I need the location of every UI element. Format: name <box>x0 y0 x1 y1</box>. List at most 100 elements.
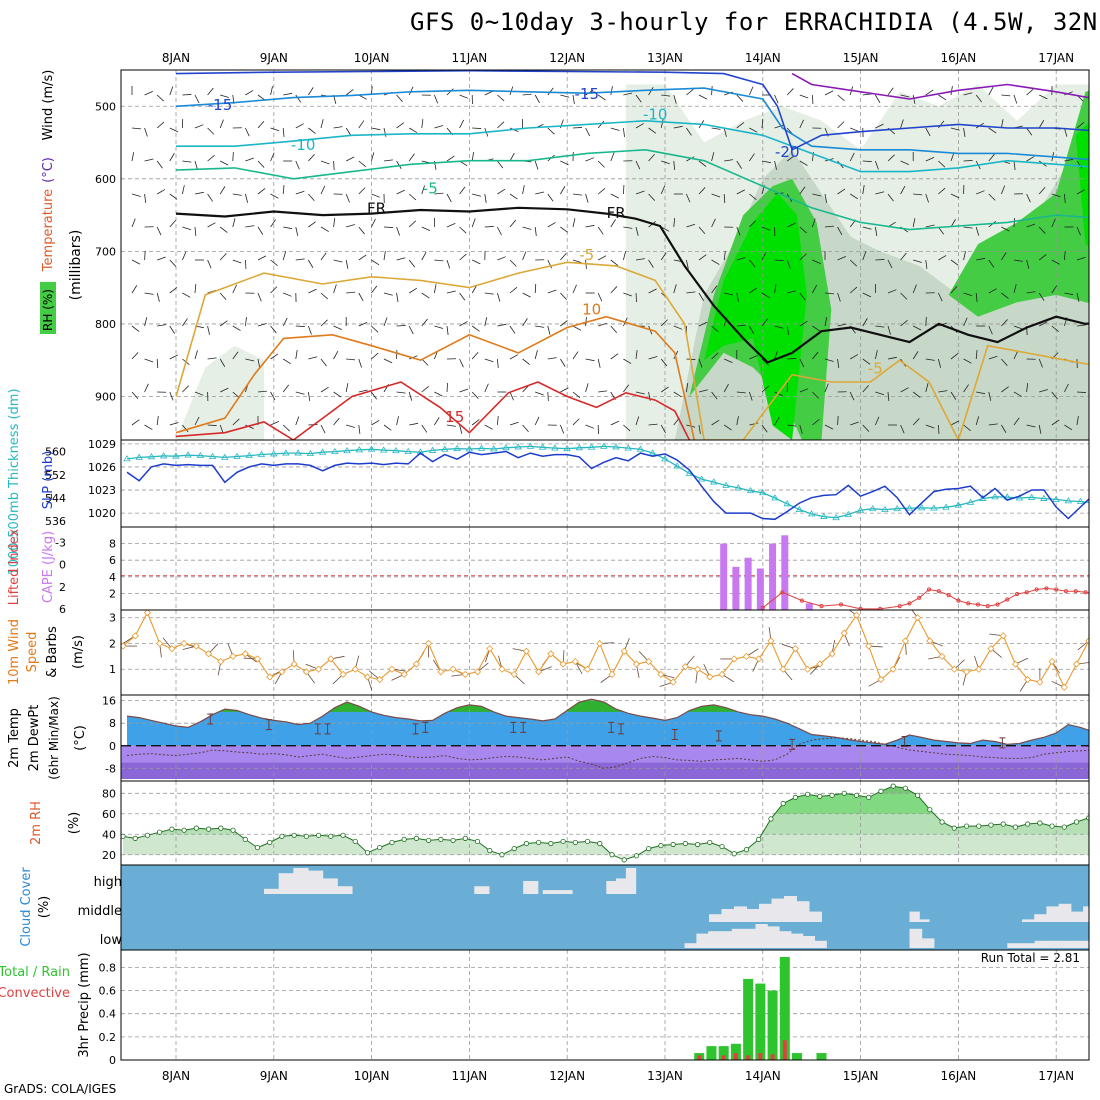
wind-barb <box>736 391 746 394</box>
rh-marker <box>1025 821 1031 827</box>
wind-barb <box>648 259 654 268</box>
rh-panel <box>121 781 1089 865</box>
wind-barb <box>837 94 845 102</box>
wind-barb <box>446 155 455 162</box>
wind-barb <box>1026 156 1035 162</box>
thickness-marker <box>893 504 901 512</box>
wind-speed-marker <box>266 673 274 681</box>
wind-barb <box>295 190 305 195</box>
lifted-marker <box>819 604 824 609</box>
thickness-marker <box>563 444 571 452</box>
wind-barb <box>270 219 276 228</box>
wind-barb <box>963 424 971 432</box>
wind-speed-marker <box>156 639 164 648</box>
wind-barb <box>597 187 606 195</box>
wind-barb <box>685 259 689 269</box>
lifted-index-label: Lifted Index <box>7 528 22 605</box>
wind-barb <box>887 154 895 162</box>
precip-total-bar <box>743 978 754 1060</box>
wind-barb <box>169 127 179 133</box>
wind-barb <box>887 325 891 335</box>
wind-barb <box>648 153 655 162</box>
precip-total-bar <box>779 956 790 1060</box>
x-tick-bottom: 14JAN <box>745 1069 781 1083</box>
thickness-marker <box>416 448 425 455</box>
wind-barb <box>295 226 299 236</box>
wind-barb <box>1063 193 1066 203</box>
thickness-marker <box>722 481 730 488</box>
wind-barb <box>194 124 204 129</box>
wind-barb <box>1026 223 1036 228</box>
wind-speed-marker <box>400 670 408 678</box>
wind-speed-marker <box>388 665 396 673</box>
x-tick-bottom: 9JAN <box>260 1069 288 1083</box>
thickness-tick: 544 <box>45 492 66 505</box>
wind-barb <box>749 325 755 335</box>
wind-barb <box>295 123 304 129</box>
wind-barb <box>799 226 807 234</box>
wind-barb <box>320 160 330 165</box>
wind-barb <box>471 419 480 426</box>
wind-barb <box>522 358 530 365</box>
wind-barb <box>459 321 468 327</box>
rh-legend-swatch <box>40 282 56 334</box>
cloud-block <box>264 888 280 894</box>
wind-barb <box>1039 389 1048 393</box>
rh-marker <box>988 822 994 828</box>
wind-barb <box>736 226 741 236</box>
rh-marker <box>193 825 199 831</box>
wind-barb <box>156 121 165 129</box>
cloud-block <box>1090 886 1100 894</box>
wind-barb <box>131 218 136 228</box>
wind-barb <box>799 424 803 434</box>
wind-barb <box>547 391 549 402</box>
wind-barb <box>975 416 980 426</box>
wind-barb <box>837 188 846 195</box>
wind-barb <box>749 259 756 268</box>
wind-barb <box>787 290 797 294</box>
wind-barb <box>597 292 603 302</box>
wind-barb <box>988 86 994 96</box>
cape-panel <box>121 527 1089 610</box>
wind-barb <box>308 193 315 202</box>
wind-barb <box>673 284 677 294</box>
precip-tick: 0.2 <box>99 1031 117 1044</box>
wind-barb <box>1076 226 1081 236</box>
lifted-marker <box>995 602 1000 607</box>
wind-barb <box>1076 391 1086 393</box>
wind-barb <box>1001 185 1006 195</box>
wind-barb <box>144 158 154 162</box>
wind-barb <box>938 187 946 195</box>
wind-barb <box>245 127 250 137</box>
wind-barb <box>1001 319 1008 327</box>
wind-barb <box>535 391 544 396</box>
wind-barb <box>560 424 565 434</box>
x-tick-top: 14JAN <box>745 51 781 65</box>
wind-barb <box>1001 292 1009 299</box>
wind-barb <box>509 325 516 334</box>
wind-barb <box>673 125 683 129</box>
wind-barb <box>459 292 466 301</box>
wind-barb <box>283 92 293 96</box>
rh-marker <box>438 836 444 842</box>
lifted-marker <box>1073 589 1078 594</box>
wind-barb <box>938 255 947 261</box>
wind-barb <box>446 424 456 427</box>
wind-barb <box>345 89 354 96</box>
wind-barb <box>1013 284 1017 294</box>
wind-barb <box>497 323 507 327</box>
wind-barb <box>282 317 288 327</box>
wind-barb <box>698 292 704 301</box>
wind-barb <box>219 119 224 129</box>
temp-contour--15 <box>175 87 1089 161</box>
wind-speed-marker <box>742 652 751 660</box>
wind-barb <box>799 358 805 368</box>
thickness-tick: 536 <box>45 515 66 528</box>
rh-marker <box>242 836 248 842</box>
wind-barb <box>421 318 428 327</box>
wind-barb <box>950 86 953 96</box>
thickness-marker <box>600 442 608 449</box>
wind-barb <box>988 325 993 335</box>
temp-tick: 8 <box>109 717 116 730</box>
rh-region-green <box>948 90 1089 317</box>
